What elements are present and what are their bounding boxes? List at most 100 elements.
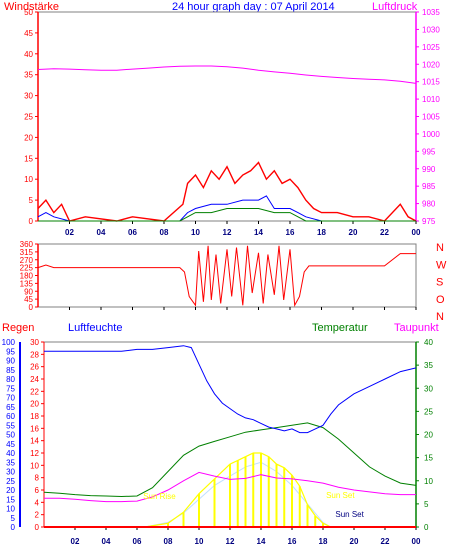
direction-y-tick-label: 360: [20, 240, 34, 249]
chart-title: 24 hour graph day : 07 April 2014: [172, 1, 335, 13]
climate-x-tick-label: 22: [381, 537, 390, 546]
pressure-y-tick-label: 1025: [422, 43, 440, 52]
wind-x-tick-label: 12: [223, 228, 232, 237]
rain-y-tick-label: 8: [35, 474, 40, 483]
humidity-y-tick-label: 95: [6, 347, 15, 356]
humidity-y-tick-label: 35: [6, 458, 15, 467]
rain-y-tick-label: 26: [30, 363, 39, 372]
temperature-y-tick-label: 20: [424, 431, 433, 440]
compass-label: N: [436, 311, 444, 323]
humidity-y-tick-label: 40: [6, 449, 15, 458]
pressure-y-tick-label: 1030: [422, 25, 440, 34]
temperature-series: [43, 422, 417, 498]
pressure-y-tick-label: 1010: [422, 95, 440, 104]
wind-y-tick-label: 40: [24, 50, 33, 59]
rain-y-tick-label: 4: [35, 498, 40, 507]
temperature-y-tick-label: 5: [424, 500, 429, 509]
humidity-axis-label: Luftfeuchte: [68, 322, 122, 334]
wind-x-tick-label: 16: [286, 228, 295, 237]
rain-y-tick-label: 24: [30, 375, 39, 384]
temperature-axis-label: Temperatur: [312, 322, 368, 334]
humidity-y-tick-label: 85: [6, 366, 15, 375]
rain-y-tick-label: 10: [30, 461, 39, 470]
wind-y-tick-label: 45: [24, 29, 33, 38]
wind-plot-frame: [37, 11, 417, 222]
humidity-y-tick-label: 15: [6, 495, 15, 504]
rain-y-tick-label: 12: [30, 449, 39, 458]
wind-y-tick-label: 15: [24, 154, 33, 163]
rain-axis-label: Regen: [2, 322, 34, 334]
temperature-y-tick-label: 0: [424, 523, 429, 532]
direction-y-tick-label: 0: [29, 303, 34, 312]
climate-panel: 0510152025303540455055606570758085909510…: [2, 338, 434, 546]
rain-y-tick-label: 16: [30, 424, 39, 433]
sunset-label: Sun Set: [326, 491, 355, 500]
temperature-y-tick-label: 35: [424, 361, 433, 370]
pressure-y-tick-label: 985: [422, 182, 436, 191]
direction-y-tick-label: 45: [24, 295, 33, 304]
climate-x-tick-label: 00: [412, 537, 421, 546]
wind-y-tick-label: 20: [24, 133, 33, 142]
wind-average-series: [38, 208, 416, 222]
compass-label: S: [436, 277, 443, 289]
wind-x-tick-label: 22: [380, 228, 389, 237]
rain-y-tick-label: 6: [35, 486, 40, 495]
humidity-y-tick-label: 60: [6, 412, 15, 421]
wind-x-tick-label: 08: [160, 228, 169, 237]
wind-x-tick-label: 00: [412, 228, 421, 237]
climate-x-tick-label: 08: [164, 537, 173, 546]
climate-x-tick-label: 12: [226, 537, 235, 546]
humidity-y-tick-label: 30: [6, 468, 15, 477]
humidity-y-tick-label: 25: [6, 477, 15, 486]
wind-y-tick-label: 10: [24, 175, 33, 184]
rain-y-tick-label: 18: [30, 412, 39, 421]
rain-y-tick-label: 30: [30, 338, 39, 347]
climate-x-tick-label: 20: [350, 537, 359, 546]
wind-x-tick-label: 14: [254, 228, 263, 237]
rain-y-tick-label: 14: [30, 437, 39, 446]
pressure-y-tick-label: 1000: [422, 130, 440, 139]
wind-x-tick-label: 02: [65, 228, 74, 237]
rain-y-tick-label: 2: [35, 511, 40, 520]
humidity-y-tick-label: 65: [6, 403, 15, 412]
climate-x-tick-label: 16: [288, 537, 297, 546]
wind-pressure-panel: 0510152025303540455097598098599099510001…: [24, 8, 440, 237]
solar-outline: [144, 452, 332, 528]
dewpoint-series: [44, 471, 416, 503]
wind-direction-series: [37, 245, 416, 308]
humidity-y-tick-label: 55: [6, 421, 15, 430]
humidity-y-tick-label: 70: [6, 394, 15, 403]
climate-x-tick-label: 02: [71, 537, 80, 546]
wind-y-tick-label: 30: [24, 92, 33, 101]
pressure-y-tick-label: 975: [422, 217, 436, 226]
rain-y-tick-label: 20: [30, 400, 39, 409]
wind-gust-series: [37, 161, 417, 222]
direction-y-tick-label: 180: [20, 272, 34, 281]
wind-y-tick-label: 0: [29, 217, 34, 226]
wind-y-tick-label: 50: [24, 8, 33, 17]
wind-y-tick-label: 25: [24, 113, 33, 122]
wind-y-tick-label: 35: [24, 71, 33, 80]
climate-x-tick-label: 10: [195, 537, 204, 546]
direction-y-tick-label: 225: [20, 264, 34, 273]
pressure-y-tick-label: 990: [422, 165, 436, 174]
compass-label: W: [436, 259, 447, 271]
rain-y-tick-label: 28: [30, 350, 39, 359]
wind-x-tick-label: 04: [97, 228, 106, 237]
rain-y-tick-label: 22: [30, 387, 39, 396]
humidity-y-tick-label: 10: [6, 505, 15, 514]
pressure-y-tick-label: 1035: [422, 8, 440, 17]
direction-y-tick-label: 135: [20, 279, 34, 288]
pressure-y-tick-label: 1020: [422, 60, 440, 69]
humidity-y-tick-label: 75: [6, 384, 15, 393]
humidity-y-tick-label: 50: [6, 431, 15, 440]
humidity-y-tick-label: 100: [2, 338, 16, 347]
wind-x-tick-label: 18: [317, 228, 326, 237]
humidity-y-tick-label: 90: [6, 357, 15, 366]
rain-y-tick-label: 0: [35, 523, 40, 532]
wind-x-tick-label: 06: [128, 228, 137, 237]
compass-label: N: [436, 242, 444, 254]
climate-x-tick-label: 06: [133, 537, 142, 546]
climate-x-tick-label: 04: [102, 537, 111, 546]
direction-y-tick-label: 315: [20, 248, 34, 257]
